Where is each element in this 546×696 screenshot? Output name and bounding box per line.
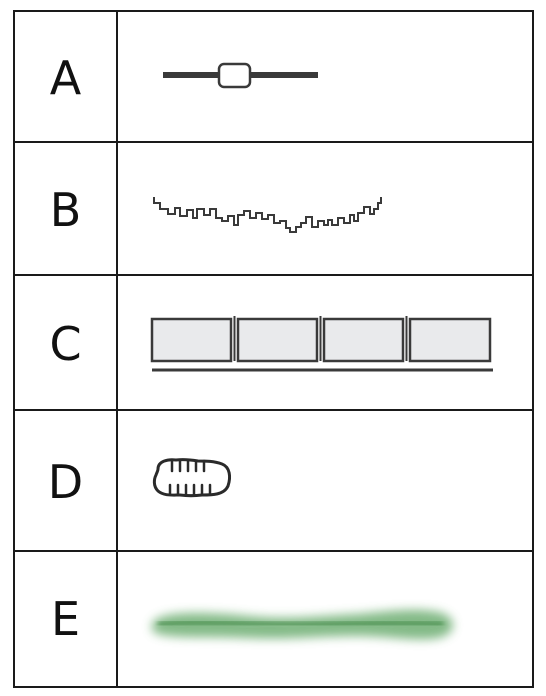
square-wave-symbol-icon (153, 197, 382, 233)
row-art-c (118, 276, 532, 411)
column-divider (116, 12, 118, 686)
row-label-e: E (50, 592, 81, 646)
row-label-a: A (49, 50, 82, 105)
row-divider-3 (15, 409, 532, 411)
row-divider-1 (15, 141, 532, 143)
legend-table: A B C D (13, 10, 534, 688)
row-label-b: B (49, 182, 82, 237)
slider-symbol-icon (163, 62, 318, 89)
row-divider-2 (15, 274, 532, 276)
capsule-with-ticks-symbol-icon (152, 458, 232, 498)
row-art-d (118, 411, 532, 552)
row-label-d: D (47, 454, 84, 509)
row-label-c: C (49, 316, 82, 371)
segmented-block-symbol-icon (150, 316, 493, 372)
green-blurred-bar-symbol-icon (152, 609, 453, 640)
row-divider-4 (15, 550, 532, 552)
row-art-b (118, 143, 532, 276)
row-art-e (118, 552, 532, 686)
row-art-a (118, 12, 532, 143)
